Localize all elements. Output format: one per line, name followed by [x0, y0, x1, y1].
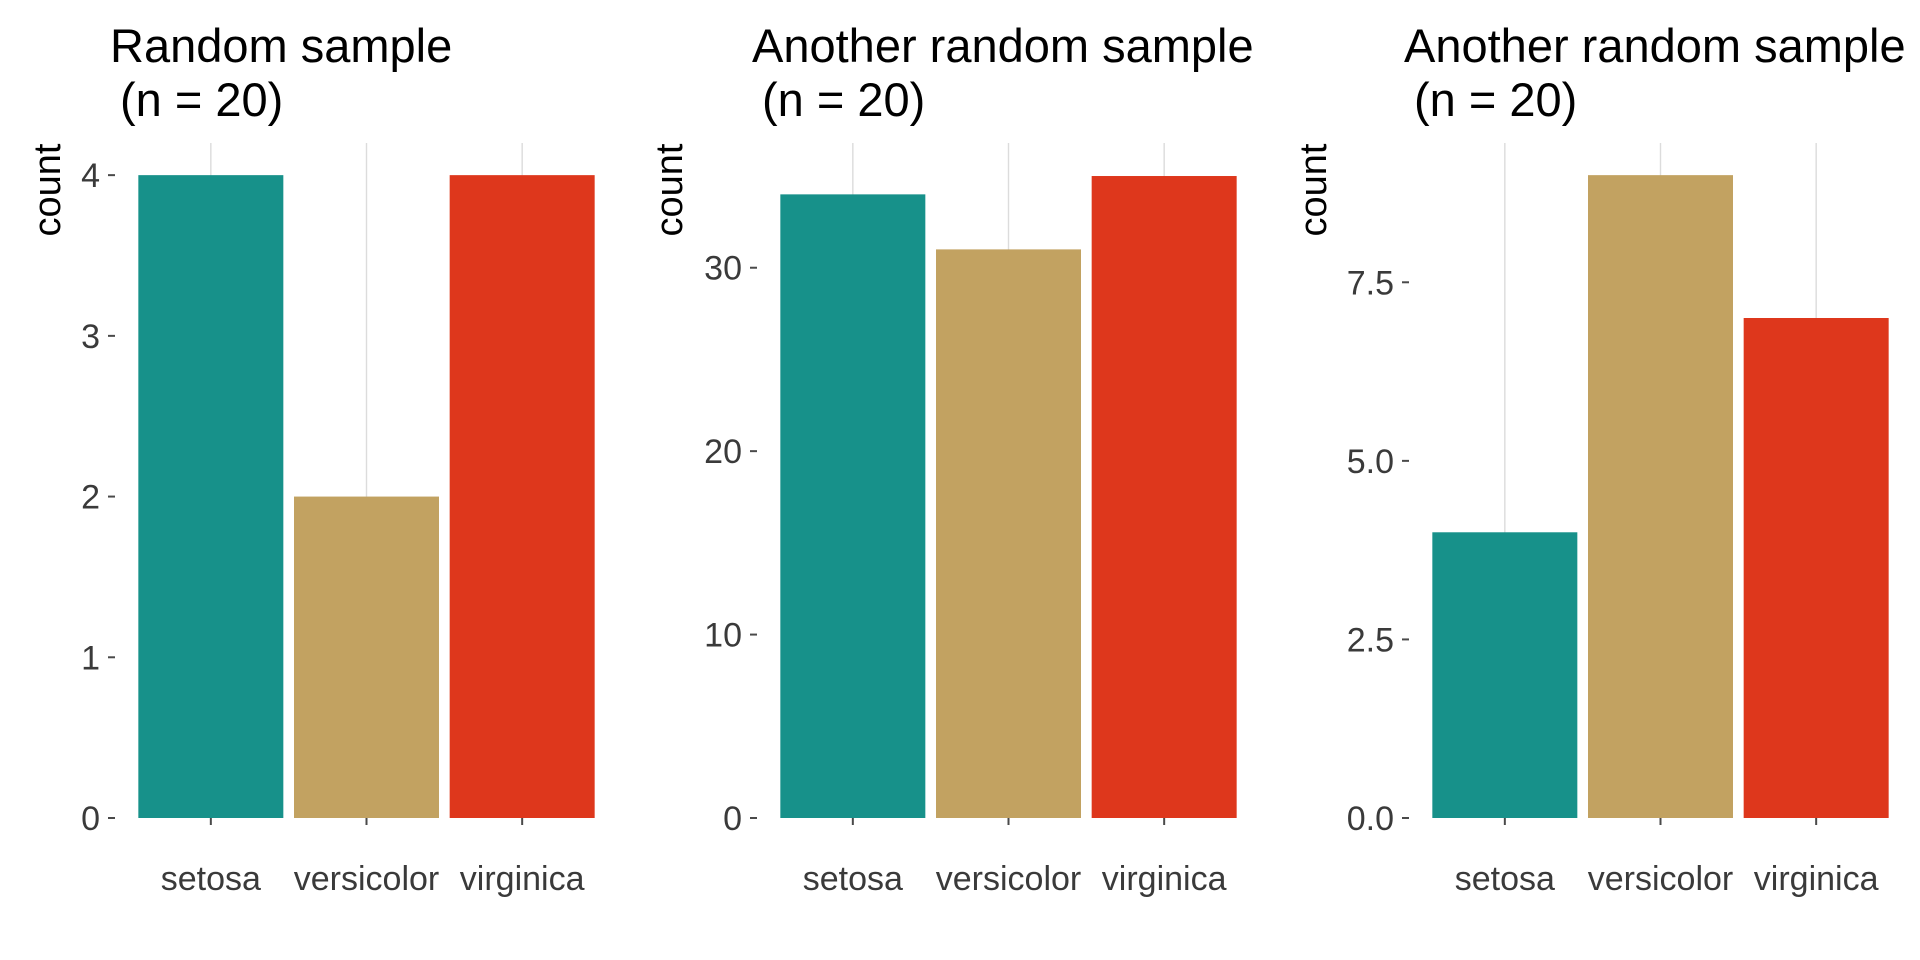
y-tick-label: 10 — [704, 617, 742, 655]
bar-setosa — [780, 194, 926, 818]
bar-virginica — [449, 175, 595, 819]
y-tick-label: 0 — [81, 800, 100, 838]
y-tick-label: 3 — [81, 318, 100, 356]
bar-versicolor — [294, 496, 439, 818]
bar-versicolor — [936, 249, 1081, 818]
y-axis-label: count — [649, 143, 691, 236]
x-tick-label: virginica — [1754, 860, 1879, 898]
y-tick-label: 2.5 — [1347, 621, 1394, 659]
y-tick-label: 1 — [81, 639, 100, 677]
x-tick-label: setosa — [161, 860, 261, 898]
y-tick-label: 30 — [704, 250, 742, 288]
bar-versicolor — [1588, 175, 1733, 819]
y-tick-label: 0.0 — [1347, 800, 1394, 838]
bar-virginica — [1743, 318, 1889, 818]
chart-title-line-2: (n = 20) — [762, 73, 925, 126]
x-tick-label: versicolor — [294, 860, 439, 898]
x-tick-label: virginica — [460, 860, 585, 898]
y-tick-label: 7.5 — [1347, 264, 1394, 302]
y-tick-label: 2 — [81, 479, 100, 517]
bar-setosa — [138, 175, 284, 819]
y-axis-label: count — [1293, 143, 1335, 236]
x-tick-label: setosa — [803, 860, 903, 898]
bar-virginica — [1091, 176, 1237, 819]
y-tick-label: 5.0 — [1347, 443, 1394, 481]
x-tick-label: setosa — [1455, 860, 1555, 898]
x-tick-label: versicolor — [1588, 860, 1733, 898]
panel-random-sample: Random sample (n = 20) count setosa versi… — [27, 19, 595, 898]
y-tick-label: 20 — [704, 433, 742, 471]
chart-title-line-1: Random sample — [110, 19, 452, 72]
x-tick-label: versicolor — [936, 860, 1081, 898]
chart-title-line-1: Another random sample — [752, 19, 1254, 72]
x-tick-label: virginica — [1102, 860, 1227, 898]
y-axis-label: count — [27, 143, 69, 236]
panel-another-random-sample-1: Another random sample (n = 20) count set… — [649, 19, 1254, 898]
chart-title-line-1: Another random sample — [1404, 19, 1906, 72]
y-tick-label: 4 — [81, 157, 100, 195]
bar-setosa — [1432, 532, 1578, 818]
y-tick-label: 0 — [723, 800, 742, 838]
chart-title-line-2: (n = 20) — [120, 73, 283, 126]
panel-another-random-sample-2: Another random sample (n = 20) count set… — [1293, 19, 1906, 898]
chart-title-line-2: (n = 20) — [1414, 73, 1577, 126]
